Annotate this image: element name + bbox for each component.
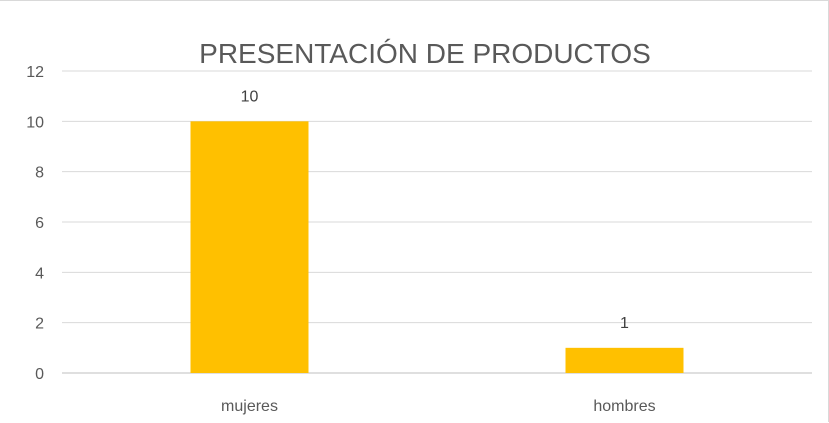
gridlines (62, 70, 812, 374)
x-tick-label-hombres: hombres (593, 398, 655, 415)
y-tick-label: 2 (35, 316, 44, 333)
chart-title: PRESENTACIÓN DE PRODUCTOS (199, 38, 651, 69)
y-tick-label: 4 (35, 265, 44, 282)
bars (190, 121, 684, 373)
bar-hombres (565, 347, 684, 373)
data-label-hombres: 1 (620, 315, 629, 332)
x-axis-tick-labels: mujeres hombres (221, 398, 656, 415)
y-tick-label: 10 (26, 114, 44, 131)
y-tick-label: 8 (35, 165, 44, 182)
y-axis-tick-labels: 0 2 4 6 8 10 12 (26, 64, 44, 383)
bar-mujeres (190, 121, 309, 373)
y-tick-label: 12 (26, 64, 44, 81)
data-labels: 10 1 (241, 88, 629, 332)
x-tick-label-mujeres: mujeres (221, 398, 278, 415)
y-tick-label: 6 (35, 215, 44, 232)
y-tick-label: 0 (35, 366, 44, 383)
data-label-mujeres: 10 (241, 88, 259, 105)
